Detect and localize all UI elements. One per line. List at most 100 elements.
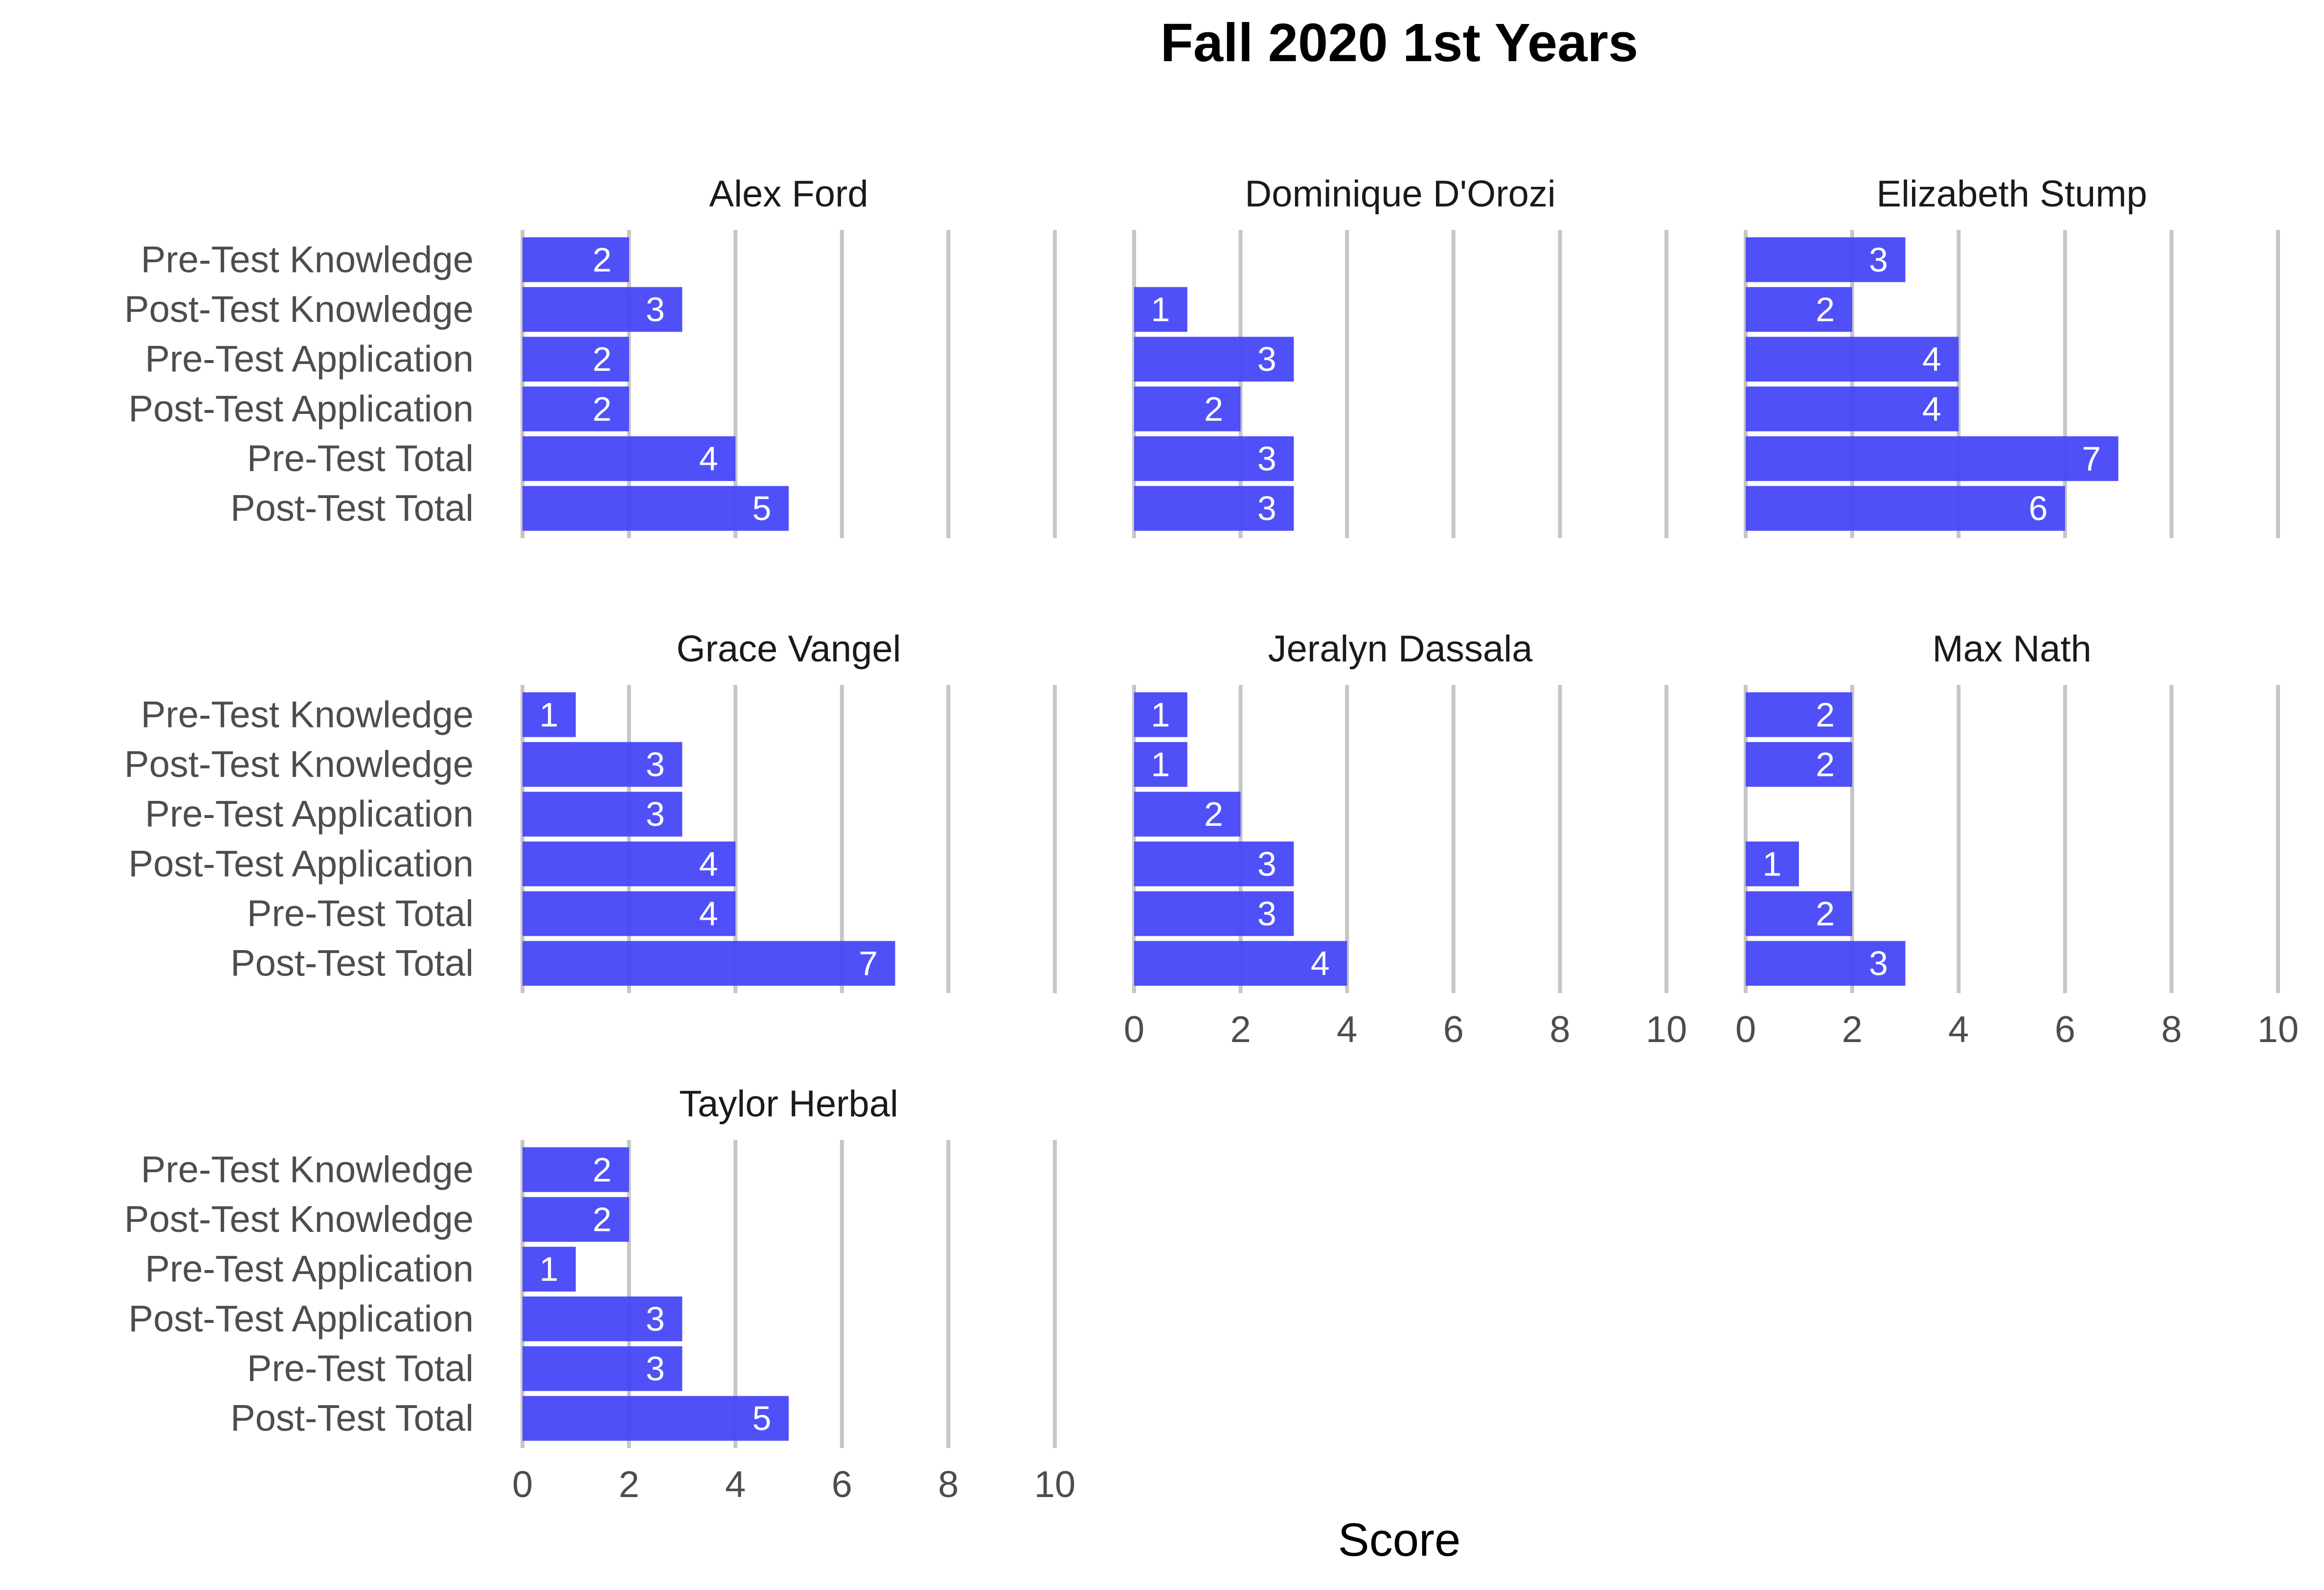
bar-value-label: 3 [1257, 440, 1276, 478]
bar [523, 386, 629, 432]
bar-value-label: 3 [1869, 944, 1888, 982]
bar [1746, 692, 1852, 737]
bar [523, 1247, 576, 1292]
bar [1134, 337, 1294, 382]
bar-value-label: 3 [646, 795, 665, 833]
x-tick-label: 4 [1337, 1009, 1357, 1050]
bar-value-label: 3 [1257, 895, 1276, 933]
x-tick-label: 0 [512, 1464, 533, 1505]
category-label: Post-Test Knowledge [124, 1199, 474, 1240]
bar [1134, 287, 1187, 332]
panel-title: Max Nath [1932, 628, 2091, 670]
bar [523, 337, 629, 382]
bar [523, 941, 895, 986]
bar [1134, 692, 1187, 737]
bar-value-label: 7 [2082, 440, 2101, 478]
bar-value-label: 3 [1257, 845, 1276, 883]
panel-title: Elizabeth Stump [1876, 173, 2147, 215]
bar-value-label: 2 [592, 390, 612, 428]
bar [1746, 486, 2065, 531]
category-label: Pre-Test Total [247, 1348, 474, 1389]
bar-value-label: 3 [1257, 340, 1276, 378]
bar [523, 1296, 683, 1341]
facet-panel: Taylor Herbal Pre-Test Knowledge Post-Test… [124, 1083, 1075, 1505]
bar-value-label: 4 [699, 440, 718, 478]
bar-value-label: 2 [1204, 795, 1223, 833]
bar [523, 742, 683, 787]
bar-value-label: 1 [1762, 845, 1781, 883]
bar [1746, 337, 1959, 382]
bar [1746, 841, 1799, 886]
x-tick-label: 4 [1948, 1009, 1969, 1050]
bar-value-label: 1 [1151, 746, 1170, 784]
bar-value-label: 2 [1816, 746, 1835, 784]
bar-value-label: 2 [592, 241, 612, 279]
category-label: Post-Test Total [230, 488, 474, 529]
x-tick-label: 0 [1124, 1009, 1144, 1050]
bar-value-label: 5 [752, 1399, 772, 1437]
x-tick-label: 10 [2257, 1009, 2299, 1050]
bar [523, 436, 736, 481]
bar-value-label: 1 [1151, 291, 1170, 329]
bar [1134, 436, 1294, 481]
panel-title: Jeralyn Dassala [1268, 628, 1533, 670]
bar [1746, 941, 1906, 986]
bar [523, 841, 736, 886]
bar [1746, 891, 1852, 936]
bar-value-label: 1 [539, 696, 558, 734]
bar-value-label: 4 [699, 845, 718, 883]
x-tick-label: 8 [938, 1464, 958, 1505]
bar [1746, 386, 1959, 432]
bar [1134, 742, 1187, 787]
category-label: Post-Test Knowledge [124, 744, 474, 785]
category-label: Pre-Test Application [145, 794, 474, 835]
bar [1134, 841, 1294, 886]
x-tick-label: 2 [1230, 1009, 1251, 1050]
bar-value-label: 3 [1869, 241, 1888, 279]
bar [523, 486, 789, 531]
bar [523, 1346, 683, 1391]
bar-value-label: 4 [1922, 390, 1941, 428]
bar-value-label: 4 [1922, 340, 1941, 378]
bar-value-label: 2 [1204, 390, 1223, 428]
bar-value-label: 2 [592, 1201, 612, 1239]
x-tick-label: 10 [1646, 1009, 1687, 1050]
category-label: Pre-Test Application [145, 339, 474, 380]
x-tick-label: 8 [2161, 1009, 2182, 1050]
category-label: Pre-Test Application [145, 1249, 474, 1290]
bar [523, 891, 736, 936]
panel-title: Grace Vangel [676, 628, 901, 670]
bar-value-label: 4 [699, 895, 718, 933]
panel-title: Taylor Herbal [679, 1083, 898, 1125]
bar-value-label: 6 [2028, 489, 2048, 527]
bar-value-label: 2 [1816, 696, 1835, 734]
bar-value-label: 3 [646, 1300, 665, 1338]
bar [523, 792, 683, 837]
bar-value-label: 1 [1151, 696, 1170, 734]
bar [1134, 386, 1241, 432]
category-label: Post-Test Application [129, 388, 474, 430]
category-label: Post-Test Application [129, 1298, 474, 1340]
bar [523, 1197, 629, 1242]
bar [523, 692, 576, 737]
category-label: Post-Test Knowledge [124, 289, 474, 330]
bar-value-label: 7 [859, 944, 878, 982]
bar [1746, 287, 1852, 332]
x-tick-label: 6 [832, 1464, 852, 1505]
bar [1134, 891, 1294, 936]
x-tick-label: 0 [1735, 1009, 1756, 1050]
panel-title: Alex Ford [709, 173, 868, 215]
bar [1746, 742, 1852, 787]
category-label: Pre-Test Knowledge [141, 694, 474, 735]
x-tick-label: 10 [1034, 1464, 1076, 1505]
category-label: Pre-Test Knowledge [141, 1149, 474, 1190]
category-label: Post-Test Total [230, 1398, 474, 1439]
x-tick-label: 6 [2055, 1009, 2075, 1050]
category-label: Pre-Test Total [247, 893, 474, 934]
bar [1134, 941, 1347, 986]
facet-panel: Grace Vangel Pre-Test Knowledge Post-Test … [124, 628, 1057, 993]
